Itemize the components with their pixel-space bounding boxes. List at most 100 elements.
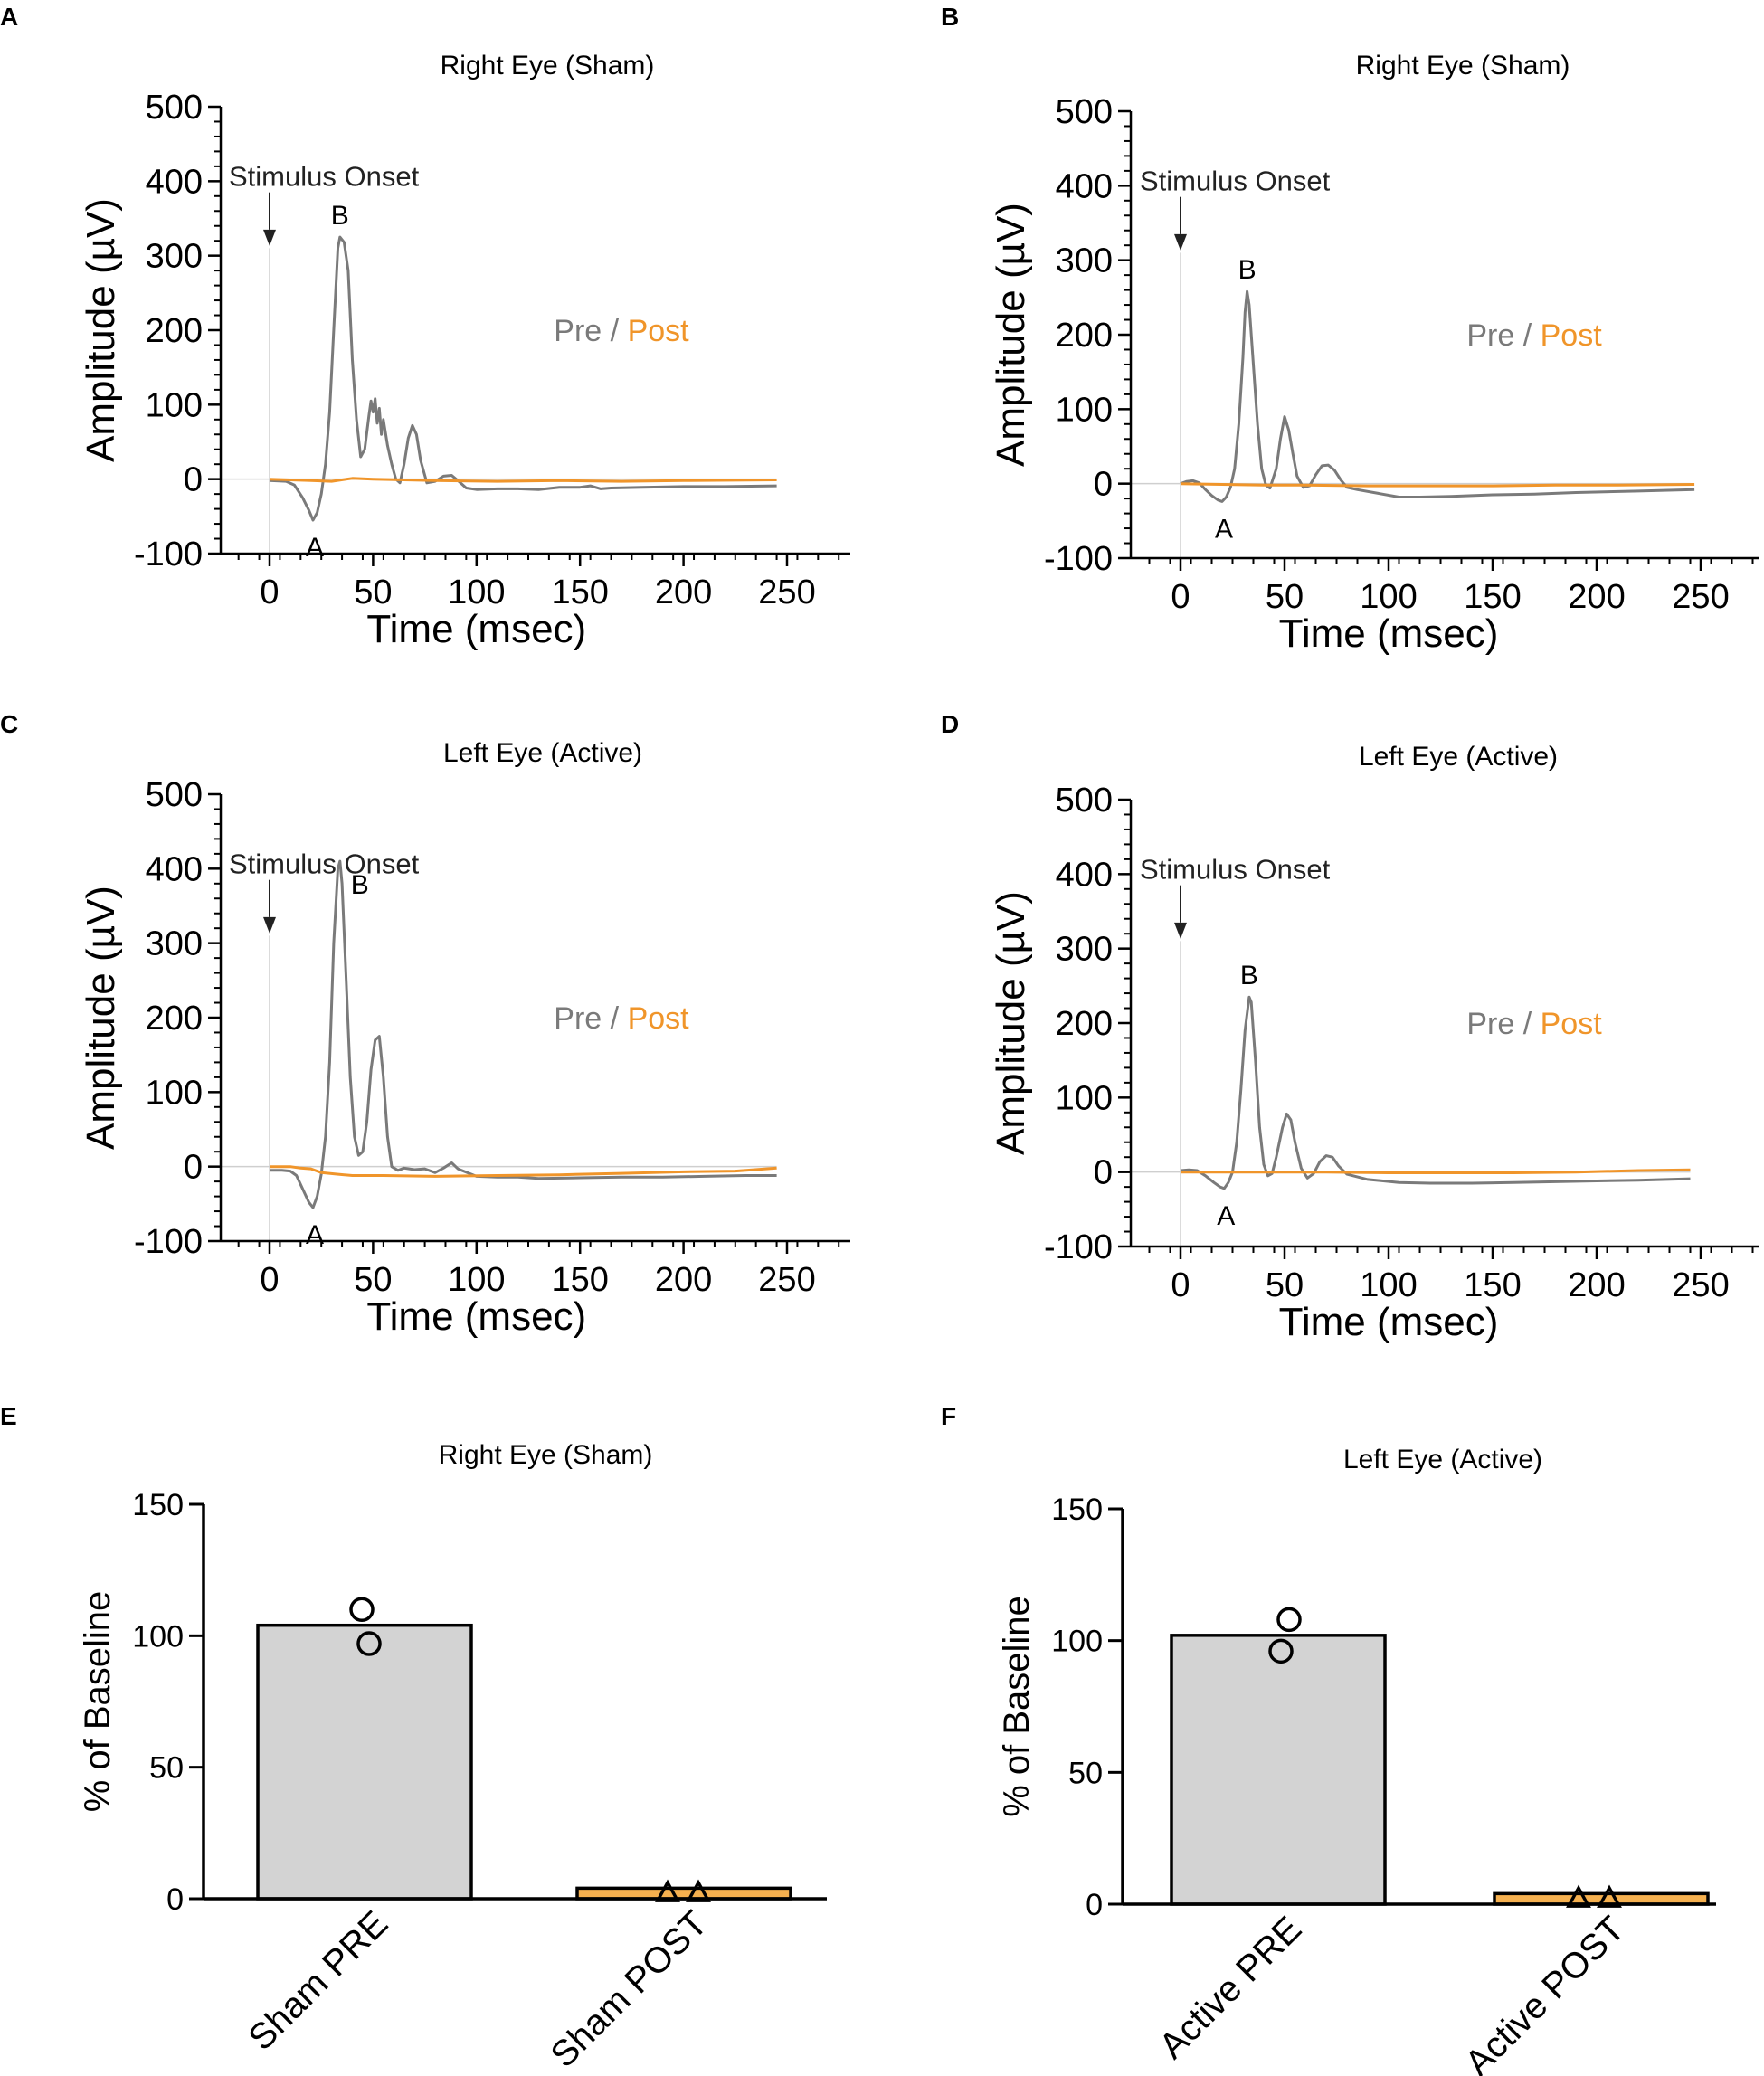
x-tick-label: 150 [1464, 578, 1521, 616]
legend-pre: Pre [1466, 1007, 1514, 1041]
post-data-point [655, 1879, 680, 1902]
stimulus-onset-label: Stimulus Onset [1140, 853, 1331, 885]
panel-a: A Right Eye (Sham) -100 0 100 200 300 400 500 0 50… [0, 3, 850, 651]
y-tick-label: 200 [146, 312, 203, 350]
y-tick-label: 500 [146, 89, 203, 127]
x-tick-label: 250 [758, 574, 815, 611]
series-pre-line [269, 235, 777, 522]
x-tick-label: 50 [354, 1261, 392, 1299]
a-wave-label: A [306, 1220, 324, 1250]
series-post-line [1180, 482, 1695, 488]
legend: Pre / Post [1466, 1007, 1602, 1041]
panel-letter: E [0, 1402, 17, 1430]
b-wave-label: B [331, 201, 349, 231]
post-data-point [686, 1879, 711, 1902]
legend-pre: Pre [1466, 318, 1514, 353]
series-pre-line [270, 859, 777, 1209]
legend-post: Post [1541, 318, 1603, 353]
x-tick-label: 150 [1464, 1266, 1521, 1304]
x-tick-label: 100 [1360, 1266, 1417, 1304]
y-tick-label: 0 [1086, 1888, 1103, 1922]
panel-c: C Left Eye (Active) -100 0 100 200 300 400 500 0 5… [0, 710, 850, 1339]
x-axis-title: Time (msec) [366, 607, 586, 651]
y-tick-label: 400 [146, 850, 203, 888]
legend-post: Post [628, 314, 690, 348]
panel-f: F Left Eye (Active) 0 50 100 150 % of Baseline… [941, 1402, 1716, 2076]
x-tick-label: 50 [1266, 1266, 1304, 1304]
b-wave-label: B [1240, 961, 1258, 991]
y-tick-label: 200 [146, 1000, 203, 1038]
legend-separator: / [1514, 318, 1540, 353]
legend: Pre / Post [554, 314, 689, 348]
x-tick-label: 150 [551, 1261, 608, 1299]
panel-letter: C [0, 710, 18, 738]
y-tick-label: 500 [1056, 93, 1113, 131]
y-axis-title: Amplitude (µV) [989, 891, 1033, 1155]
x-tick-label: 100 [448, 1261, 505, 1299]
stimulus-onset-arrow-head [263, 916, 276, 934]
x-tick-label: 0 [1171, 1266, 1190, 1304]
pre-data-point [1268, 1638, 1294, 1664]
y-tick-label: 500 [146, 776, 203, 814]
y-axis-title: Amplitude (µV) [79, 886, 123, 1150]
y-tick-label: 150 [1051, 1493, 1103, 1527]
y-axis-title: % of Baseline [78, 1591, 118, 1813]
pre-data-point [1276, 1607, 1302, 1633]
x-tick-label: 100 [1360, 578, 1417, 616]
y-axis-title: % of Baseline [997, 1596, 1037, 1817]
y-tick-label: 0 [1094, 466, 1113, 504]
y-axis-title: Amplitude (µV) [79, 198, 123, 462]
y-tick-label: -100 [134, 1223, 203, 1261]
y-tick-label: 200 [1056, 1005, 1113, 1043]
y-tick-label: 100 [1056, 391, 1113, 429]
stimulus-onset-label: Stimulus Onset [1140, 165, 1331, 196]
panel-title: Right Eye (Sham) [441, 51, 655, 81]
panel-letter: D [941, 710, 959, 738]
x-tick-label: 150 [551, 574, 608, 611]
y-tick-label: 400 [1056, 856, 1113, 894]
panel-title: Left Eye (Active) [1343, 1445, 1542, 1474]
panel-title: Left Eye (Active) [443, 738, 642, 768]
series-post-line [269, 477, 777, 483]
a-wave-label: A [306, 533, 324, 563]
legend: Pre / Post [554, 1001, 689, 1036]
pre-data-point [349, 1597, 375, 1623]
legend-separator: / [602, 314, 627, 348]
pre-data-point [356, 1631, 382, 1656]
category-label: Active POST [1457, 1909, 1632, 2076]
y-tick-label: 300 [146, 238, 203, 276]
y-tick-label: -100 [1044, 1228, 1113, 1266]
panel-letter: A [0, 3, 18, 31]
panel-title: Right Eye (Sham) [439, 1440, 653, 1470]
bar-pre [1170, 1634, 1387, 1906]
y-tick-label: 50 [1068, 1756, 1103, 1790]
x-tick-label: 250 [1672, 1266, 1729, 1304]
legend-post: Post [1541, 1007, 1603, 1041]
y-tick-label: -100 [134, 536, 203, 574]
y-tick-label: 100 [146, 1074, 203, 1112]
panel-letter: B [941, 3, 959, 31]
y-tick-label: 300 [1056, 242, 1113, 280]
series-pre-line [1180, 289, 1695, 503]
panel-title: Right Eye (Sham) [1356, 51, 1570, 81]
y-tick-label: 0 [184, 1149, 203, 1187]
panel-title: Left Eye (Active) [1359, 742, 1558, 772]
y-tick-label: 300 [146, 925, 203, 963]
panel-e: E Right Eye (Sham) 0 50 100 150 % of Baseline S… [0, 1402, 827, 2075]
post-data-point [1566, 1884, 1591, 1908]
y-tick-label: 0 [166, 1882, 184, 1917]
x-tick-label: 100 [448, 574, 505, 611]
x-tick-label: 0 [260, 574, 279, 611]
x-tick-label: 250 [1672, 578, 1729, 616]
stimulus-onset-label: Stimulus Onset [229, 160, 420, 192]
y-tick-label: 0 [184, 461, 203, 499]
post-data-point [1597, 1884, 1622, 1908]
y-tick-label: 100 [1051, 1625, 1103, 1659]
bar-pre [256, 1623, 473, 1901]
y-tick-label: 300 [1056, 931, 1113, 969]
series-pre-line [1180, 995, 1691, 1190]
x-tick-label: 0 [1171, 578, 1190, 616]
x-tick-label: 200 [655, 574, 712, 611]
y-tick-label: 500 [1056, 782, 1113, 820]
